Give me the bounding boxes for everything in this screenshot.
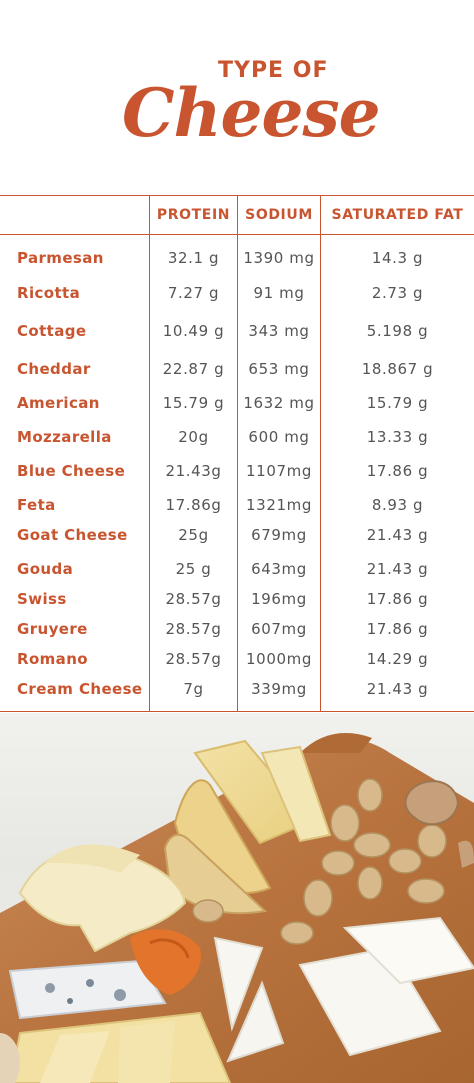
saturated-fat-value: 17.86 g	[366, 620, 429, 638]
saturated-fat-value: 15.79 g	[366, 394, 429, 412]
cheese-board-photo	[0, 713, 474, 1083]
table-row: Gouda 25 g 643mg 21.43 g	[0, 560, 474, 584]
cheese-name: Parmesan	[17, 249, 104, 267]
saturated-fat-value: 13.33 g	[366, 428, 429, 446]
column-divider	[149, 195, 150, 712]
cheese-name: Mozzarella	[17, 428, 112, 446]
cheese-name: Swiss	[17, 590, 67, 608]
protein-value: 7.27 g	[167, 284, 220, 302]
protein-value: 25 g	[175, 560, 212, 578]
cheese-name: Feta	[17, 496, 56, 514]
cheese-name: Cottage	[17, 322, 87, 340]
table-row: Parmesan 32.1 g 1390 mg 14.3 g	[0, 249, 474, 273]
protein-value: 20g	[178, 428, 209, 446]
saturated-fat-value: 14.3 g	[371, 249, 424, 267]
saturated-fat-value: 17.86 g	[366, 590, 429, 608]
cheese-name: Cheddar	[17, 360, 91, 378]
blue-cheese	[8, 959, 167, 1020]
cheese-name: Goat Cheese	[17, 526, 128, 544]
header-protein: PROTEIN	[156, 207, 231, 223]
column-divider	[320, 195, 321, 712]
table-row: Romano 28.57g 1000mg 14.29 g	[0, 650, 474, 674]
table-row: Goat Cheese 25g 679mg 21.43 g	[0, 526, 474, 550]
brie-wedge	[213, 936, 264, 1032]
saturated-fat-value: 21.43 g	[366, 560, 429, 578]
saturated-fat-value: 21.43 g	[366, 526, 429, 544]
sodium-value: 653 mg	[248, 360, 310, 378]
sodium-value: 1632 mg	[243, 394, 315, 412]
saturated-fat-value: 2.73 g	[371, 284, 424, 302]
table-row: Mozzarella 20g 600 mg 13.33 g	[0, 428, 474, 452]
saturated-fat-value: 17.86 g	[366, 462, 429, 480]
sodium-value: 1107mg	[246, 462, 312, 480]
cheese-name: Cream Cheese	[17, 680, 143, 698]
nutrition-table: PROTEIN SODIUM SATURATED FAT Parmesan 32.…	[0, 195, 474, 713]
sodium-value: 643mg	[251, 560, 307, 578]
cheese-name: Blue Cheese	[17, 462, 126, 480]
sodium-value: 600 mg	[248, 428, 310, 446]
cheese-board-illustration	[0, 733, 474, 1083]
protein-value: 15.79 g	[162, 394, 225, 412]
table-row: American 15.79 g 1632 mg 15.79 g	[0, 394, 474, 418]
table-row: Swiss 28.57g 196mg 17.86 g	[0, 590, 474, 614]
protein-value: 28.57g	[165, 650, 222, 668]
pistachios	[192, 778, 447, 945]
protein-value: 28.57g	[165, 620, 222, 638]
saturated-fat-value: 21.43 g	[366, 680, 429, 698]
sodium-value: 1000mg	[246, 650, 312, 668]
protein-value: 25g	[178, 526, 209, 544]
protein-value: 17.86g	[165, 496, 222, 514]
saturated-fat-value: 5.198 g	[366, 322, 429, 340]
header-sodium: SODIUM	[245, 207, 313, 223]
table-row: Blue Cheese 21.43g 1107mg 17.86 g	[0, 462, 474, 486]
table-row: Ricotta 7.27 g 91 mg 2.73 g	[0, 284, 474, 308]
header-saturated-fat: SATURATED FAT	[331, 207, 464, 223]
title-small: TYPE OF	[218, 58, 329, 83]
sodium-value: 343 mg	[248, 322, 310, 340]
protein-value: 7g	[183, 680, 204, 698]
sodium-value: 339mg	[251, 680, 307, 698]
saturated-fat-value: 8.93 g	[371, 496, 424, 514]
sodium-value: 91 mg	[253, 284, 305, 302]
title-main: Cheese	[122, 74, 381, 152]
column-divider	[237, 195, 238, 712]
sodium-value: 1390 mg	[243, 249, 315, 267]
table-row: Gruyere 28.57g 607mg 17.86 g	[0, 620, 474, 644]
protein-value: 21.43g	[165, 462, 222, 480]
cheese-name: Gouda	[17, 560, 74, 578]
sodium-value: 196mg	[251, 590, 307, 608]
sodium-value: 1321mg	[246, 496, 312, 514]
protein-value: 32.1 g	[167, 249, 220, 267]
table-row: Cottage 10.49 g 343 mg 5.198 g	[0, 322, 474, 346]
saturated-fat-value: 18.867 g	[361, 360, 434, 378]
title-block: TYPE OF Cheese	[0, 0, 474, 195]
protein-value: 10.49 g	[162, 322, 225, 340]
sodium-value: 607mg	[251, 620, 307, 638]
protein-value: 28.57g	[165, 590, 222, 608]
cheese-name: Romano	[17, 650, 88, 668]
cheese-name: Ricotta	[17, 284, 81, 302]
saturated-fat-value: 14.29 g	[366, 650, 429, 668]
cheese-name: American	[17, 394, 100, 412]
table-row: Cheddar 22.87 g 653 mg 18.867 g	[0, 360, 474, 384]
cheese-name: Gruyere	[17, 620, 88, 638]
sodium-value: 679mg	[251, 526, 307, 544]
protein-value: 22.87 g	[162, 360, 225, 378]
table-row: Feta 17.86g 1321mg 8.93 g	[0, 496, 474, 520]
table-row: Cream Cheese 7g 339mg 21.43 g	[0, 680, 474, 704]
walnut	[404, 780, 460, 826]
dried-apricots	[130, 929, 201, 995]
